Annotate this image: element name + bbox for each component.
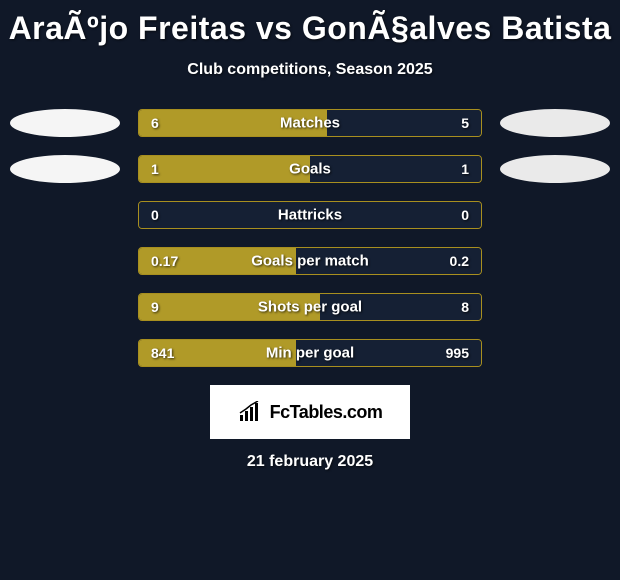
spacer xyxy=(10,339,120,367)
stat-left-value: 841 xyxy=(151,345,174,361)
stat-right-value: 8 xyxy=(461,299,469,315)
spacer xyxy=(500,247,610,275)
watermark: FcTables.com xyxy=(210,385,410,439)
stat-row: 9 Shots per goal 8 xyxy=(0,293,620,321)
stat-bar: 0.17 Goals per match 0.2 xyxy=(138,247,482,275)
spacer xyxy=(10,247,120,275)
stat-left-value: 0 xyxy=(151,207,159,223)
stat-left-value: 9 xyxy=(151,299,159,315)
stat-bar: 6 Matches 5 xyxy=(138,109,482,137)
spacer xyxy=(500,339,610,367)
team-left-marker xyxy=(10,155,120,183)
stat-bar: 841 Min per goal 995 xyxy=(138,339,482,367)
spacer xyxy=(500,293,610,321)
stat-label: Goals per match xyxy=(251,253,369,270)
stat-label: Hattricks xyxy=(278,207,342,224)
stat-label: Shots per goal xyxy=(258,299,362,316)
spacer xyxy=(10,293,120,321)
stat-bar: 9 Shots per goal 8 xyxy=(138,293,482,321)
team-right-marker xyxy=(500,109,610,137)
stat-row: 6 Matches 5 xyxy=(0,109,620,137)
chart-icon xyxy=(238,401,264,423)
stat-right-value: 995 xyxy=(446,345,469,361)
stat-label: Matches xyxy=(280,115,340,132)
bar-right-fill xyxy=(327,110,481,136)
bar-right-fill xyxy=(310,156,481,182)
stat-label: Goals xyxy=(289,161,331,178)
stat-row: 0.17 Goals per match 0.2 xyxy=(0,247,620,275)
stat-right-value: 5 xyxy=(461,115,469,131)
subtitle: Club competitions, Season 2025 xyxy=(0,61,620,79)
stat-row: 0 Hattricks 0 xyxy=(0,201,620,229)
team-left-marker xyxy=(10,109,120,137)
stat-right-value: 1 xyxy=(461,161,469,177)
team-right-marker xyxy=(500,155,610,183)
bar-left-fill xyxy=(139,156,310,182)
watermark-text: FcTables.com xyxy=(270,402,383,423)
stat-left-value: 6 xyxy=(151,115,159,131)
spacer xyxy=(500,201,610,229)
stat-bar: 1 Goals 1 xyxy=(138,155,482,183)
stat-row: 841 Min per goal 995 xyxy=(0,339,620,367)
stat-left-value: 0.17 xyxy=(151,253,178,269)
stats-area: 6 Matches 5 1 Goals 1 0 Hattricks 0 0.17 Goals per… xyxy=(0,109,620,367)
stat-right-value: 0.2 xyxy=(450,253,469,269)
date-label: 21 february 2025 xyxy=(0,453,620,471)
stat-label: Min per goal xyxy=(266,345,354,362)
stat-bar: 0 Hattricks 0 xyxy=(138,201,482,229)
spacer xyxy=(10,201,120,229)
stat-row: 1 Goals 1 xyxy=(0,155,620,183)
stat-right-value: 0 xyxy=(461,207,469,223)
stat-left-value: 1 xyxy=(151,161,159,177)
page-title: AraÃºjo Freitas vs GonÃ§alves Batista xyxy=(0,0,620,47)
